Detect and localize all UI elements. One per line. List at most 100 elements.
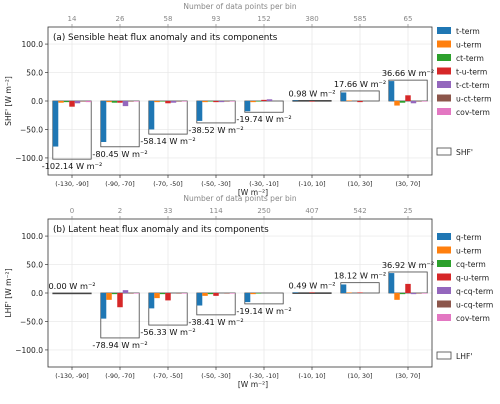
- legend-label: ct-term: [456, 54, 484, 63]
- y-tick-label: 50.0: [26, 261, 43, 270]
- total-label: 36.92 W m⁻²: [382, 260, 434, 270]
- bar-cq-term: [207, 293, 214, 295]
- top-tick-label: 542: [353, 207, 366, 215]
- bar-t-term: [52, 101, 59, 147]
- bar-cov-term: [229, 293, 236, 294]
- bar-t-u-term: [357, 101, 363, 103]
- total-label: -56.33 W m⁻²: [140, 327, 195, 337]
- bar-t-term: [148, 101, 155, 130]
- bar-ct-term: [207, 101, 214, 102]
- bar-u-term: [106, 293, 112, 300]
- top-axis-label: Number of data points per bin: [183, 194, 297, 203]
- legend-swatch: [437, 246, 451, 254]
- x-tick-label: (-50, -30]: [201, 373, 231, 380]
- x-tick-label: (-70, -50]: [153, 373, 183, 380]
- bar-q-u-term: [117, 293, 123, 308]
- bar-ct-term: [111, 101, 118, 103]
- bar-ct-term: [63, 101, 70, 103]
- bar-u-term: [250, 101, 256, 103]
- x-tick-label: (-130, -90]: [55, 181, 89, 188]
- total-label: -38.41 W m⁻²: [188, 317, 243, 327]
- total-label: -78.94 W m⁻²: [92, 340, 147, 350]
- bar-q-term: [100, 293, 107, 319]
- bar-t-ct-term: [266, 99, 273, 101]
- bar-q-term: [196, 293, 203, 306]
- top-tick-label: 14: [68, 15, 77, 23]
- legend-swatch: [437, 27, 451, 34]
- legend-swatch: [437, 273, 451, 281]
- bar-t-u-term: [405, 95, 411, 101]
- legend-swatch: [437, 81, 451, 88]
- y-axis-label: LHF' [W m⁻²]: [4, 268, 13, 317]
- x-tick-label: (10, 30]: [348, 373, 373, 380]
- total-label: 18.12 W m⁻²: [334, 271, 386, 281]
- total-label: -38.52 W m⁻²: [188, 125, 243, 135]
- bar-q-u-term: [357, 292, 363, 293]
- bar-u-term: [58, 101, 64, 103]
- bar-t-term: [244, 101, 251, 112]
- legend-label: q-term: [456, 233, 482, 242]
- x-tick-label: (-50, -30]: [201, 181, 231, 188]
- bar-cov-term: [229, 101, 236, 102]
- bar-u-ct-term: [224, 101, 230, 102]
- legend-label: q-cq-term: [456, 287, 493, 296]
- chart-title: (a) Sensible heat flux anomaly and its c…: [53, 33, 278, 43]
- top-tick-label: 407: [305, 207, 318, 215]
- top-tick-label: 65: [404, 15, 413, 23]
- bar-q-term: [292, 292, 299, 293]
- bar-t-u-term: [165, 101, 171, 104]
- top-tick-label: 250: [257, 207, 270, 215]
- legend-swatch: [437, 108, 451, 115]
- bar-cov-term: [133, 101, 140, 102]
- bar-q-term: [340, 284, 347, 293]
- top-tick-label: 93: [212, 15, 221, 23]
- total-label: 0.98 W m⁻²: [288, 88, 335, 98]
- legend-swatch: [437, 287, 451, 294]
- x-tick-label: (-90, -70]: [105, 181, 135, 188]
- bar-t-term: [292, 100, 299, 101]
- bar-q-u-term: [213, 293, 219, 296]
- bar-u-term: [394, 293, 400, 300]
- bar-q-u-term: [405, 283, 411, 293]
- legend-total-label: SHF': [456, 148, 473, 157]
- total-label: 0.00 W m⁻²: [48, 281, 95, 291]
- y-tick-label: −50.0: [20, 125, 43, 134]
- x-tick-label: (-130, -90]: [55, 373, 89, 380]
- legend-swatch: [437, 94, 451, 102]
- legend-total-swatch: [436, 351, 452, 360]
- legend-label: t-u-term: [456, 68, 487, 77]
- x-axis-label: [W m⁻²]: [238, 188, 268, 197]
- legend-total-label: LHF': [456, 352, 472, 361]
- bar-u-ct-term: [176, 101, 182, 102]
- bar-u-cq-term: [416, 293, 422, 294]
- bar-t-ct-term: [410, 101, 417, 104]
- x-tick-label: (30, 70]: [396, 181, 421, 188]
- legend-label: cov-term: [456, 108, 490, 117]
- y-tick-label: −100.0: [15, 346, 43, 355]
- top-tick-label: 0: [70, 207, 74, 215]
- legend-label: u-cq-term: [456, 301, 493, 310]
- x-tick-label: (10, 30]: [348, 181, 373, 188]
- total-bar: [52, 292, 92, 295]
- total-label: 0.49 W m⁻²: [288, 281, 335, 291]
- total-label: -19.74 W m⁻²: [236, 114, 291, 124]
- bar-q-term: [148, 293, 155, 309]
- bar-u-term: [154, 293, 160, 299]
- top-tick-label: 152: [257, 15, 270, 23]
- total-label: 17.66 W m⁻²: [334, 79, 386, 89]
- bar-t-ct-term: [170, 101, 177, 103]
- bar-t-ct-term: [74, 101, 81, 104]
- legend-swatch: [437, 67, 451, 75]
- bar-t-u-term: [309, 101, 315, 102]
- top-tick-label: 114: [209, 207, 223, 215]
- x-tick-label: (-30, -10]: [249, 181, 279, 188]
- top-tick-label: 33: [164, 207, 173, 215]
- bar-u-term: [154, 101, 160, 103]
- bar-u-term: [346, 292, 352, 293]
- y-tick-label: 50.0: [26, 69, 43, 78]
- legend-label: t-ct-term: [456, 81, 490, 90]
- y-tick-label: 0.0: [31, 97, 43, 106]
- x-tick-label: (30, 70]: [396, 373, 421, 380]
- bar-u-term: [394, 101, 400, 106]
